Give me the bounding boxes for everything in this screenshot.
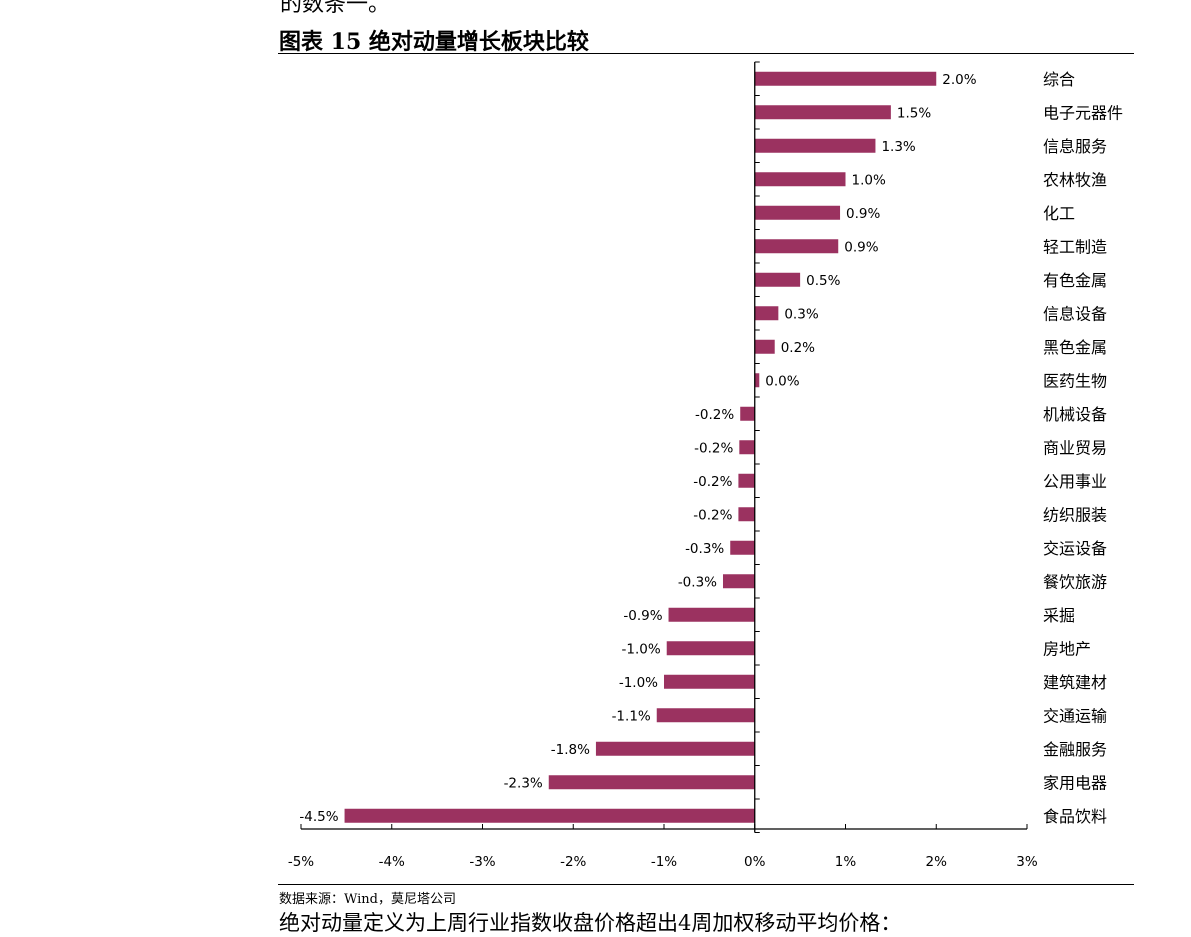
data-label: 0.5%: [806, 273, 840, 289]
category-label: 房地产: [1043, 639, 1091, 658]
data-label: -0.2%: [693, 474, 732, 490]
data-label: 1.3%: [881, 139, 915, 155]
category-label: 交通运输: [1043, 706, 1107, 725]
category-label: 轻工制造: [1043, 237, 1107, 256]
data-label: -1.8%: [551, 742, 590, 758]
data-label: -0.3%: [685, 541, 724, 557]
bar: [668, 607, 755, 622]
category-label: 综合: [1043, 70, 1075, 89]
bar: [664, 674, 755, 689]
bar: [754, 172, 846, 187]
data-label: -4.5%: [299, 809, 338, 825]
category-label: 有色金属: [1043, 271, 1107, 290]
data-label: -0.3%: [678, 574, 717, 590]
x-tick-label: -5%: [288, 854, 314, 870]
category-label: 电子元器件: [1043, 103, 1123, 122]
category-label: 农林牧渔: [1043, 170, 1107, 189]
category-label: 黑色金属: [1043, 338, 1107, 357]
bar: [738, 473, 755, 488]
data-label: 0.0%: [765, 373, 799, 389]
category-label: 纺织服装: [1043, 505, 1107, 524]
category-label: 家用电器: [1043, 773, 1107, 792]
bar: [754, 239, 839, 254]
data-label: -1.1%: [612, 708, 651, 724]
bar: [754, 339, 775, 354]
category-label: 采掘: [1043, 606, 1075, 625]
bar: [754, 71, 937, 86]
x-tick-label: 3%: [1016, 854, 1038, 870]
bar: [754, 306, 779, 321]
bar: [740, 406, 755, 421]
data-label: -0.9%: [623, 608, 662, 624]
data-label: -0.2%: [694, 440, 733, 456]
data-label: 0.9%: [846, 206, 880, 222]
bar: [754, 138, 876, 153]
category-label: 化工: [1043, 204, 1075, 223]
category-label: 医药生物: [1043, 371, 1107, 390]
category-label: 金融服务: [1043, 740, 1107, 759]
title-rule: [278, 53, 1134, 54]
source-note: 数据来源：Wind，莫尼塔公司: [279, 892, 456, 907]
data-label: 0.9%: [844, 239, 878, 255]
truncated-paragraph-bottom: 绝对动量定义为上周行业指数收盘价格超出4周加权移动平均价格：: [279, 911, 902, 935]
x-tick-label: 1%: [835, 854, 857, 870]
category-label: 信息设备: [1043, 304, 1107, 323]
category-label: 机械设备: [1043, 405, 1107, 424]
x-tick-label: 0%: [744, 854, 766, 870]
data-label: 1.0%: [852, 172, 886, 188]
bar: [738, 507, 755, 522]
source-rule: [278, 884, 1134, 885]
x-tick-label: -2%: [560, 854, 586, 870]
bar: [754, 105, 891, 120]
data-label: 1.5%: [897, 105, 931, 121]
figure-title: 图表 15 绝对动量增长板块比较: [279, 29, 589, 55]
category-label: 信息服务: [1043, 137, 1107, 156]
x-tick-label: -1%: [651, 854, 677, 870]
category-label: 餐饮旅游: [1043, 572, 1107, 591]
bar: [548, 775, 755, 790]
data-label: -0.2%: [695, 407, 734, 423]
data-label: 2.0%: [942, 72, 976, 88]
data-label: 0.3%: [784, 306, 818, 322]
bar: [722, 574, 755, 589]
x-tick-label: -4%: [379, 854, 405, 870]
data-label: -1.0%: [622, 641, 661, 657]
data-label: -0.2%: [693, 507, 732, 523]
category-label: 交运设备: [1043, 539, 1107, 558]
bar: [666, 641, 755, 656]
data-label: -1.0%: [619, 675, 658, 691]
truncated-paragraph-top: 的数条一。: [280, 0, 391, 17]
bar: [656, 708, 755, 723]
x-tick-label: 2%: [926, 854, 948, 870]
x-tick-label: -3%: [469, 854, 495, 870]
bar: [344, 808, 755, 823]
data-label: -2.3%: [504, 775, 543, 791]
bar: [730, 540, 755, 555]
bar: [595, 741, 755, 756]
bar: [754, 373, 760, 388]
bar: [754, 272, 801, 287]
category-label: 食品饮料: [1043, 807, 1107, 826]
category-label: 建筑建材: [1043, 673, 1107, 692]
category-label: 商业贸易: [1043, 438, 1107, 457]
data-label: 0.2%: [781, 340, 815, 356]
bar: [739, 440, 755, 455]
category-label: 公用事业: [1043, 472, 1107, 491]
bar: [754, 205, 841, 220]
